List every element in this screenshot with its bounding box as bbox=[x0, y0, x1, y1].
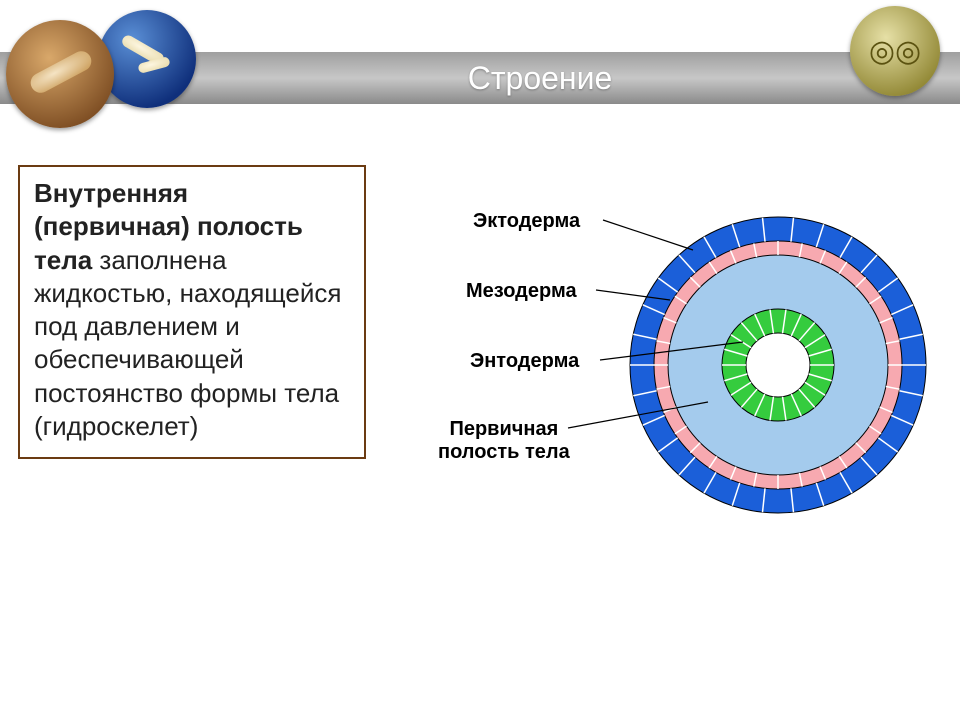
decorative-circle-blue bbox=[98, 10, 196, 108]
decorative-circle-right: ◎◎ bbox=[850, 6, 940, 96]
layer-label-ectoderm: Эктодерма bbox=[473, 210, 580, 233]
spiral-icon: ◎◎ bbox=[869, 34, 921, 69]
cross-section-diagram: Эктодерма Мезодерма Энтодерма Первичнаяполо… bbox=[408, 170, 938, 570]
info-textbox: Внутренняя (первичная) полость тела запо… bbox=[18, 165, 366, 459]
layer-label-endoderm: Энтодерма bbox=[470, 350, 579, 373]
layer-label-cavity: Первичнаяполость тела bbox=[438, 418, 570, 464]
decorative-circle-brown bbox=[6, 20, 114, 128]
page-title: Строение bbox=[468, 60, 613, 97]
layer-label-mesoderm: Мезодерма bbox=[466, 280, 577, 303]
